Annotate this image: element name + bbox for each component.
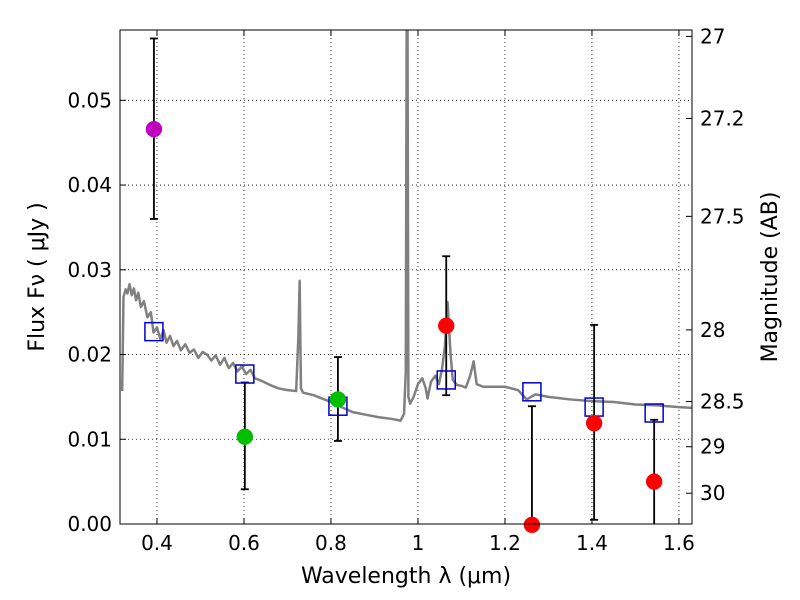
x-tick-label: 0.8 <box>315 531 347 555</box>
y-tick-label: 0.05 <box>67 88 112 112</box>
right-tick-label: 27 <box>700 24 725 48</box>
x-axis-label: Wavelength λ (μm) <box>301 564 511 589</box>
model-photometry-square <box>235 364 255 384</box>
x-tick-label: 1 <box>412 531 425 555</box>
y-tick-label: 0.03 <box>67 258 112 282</box>
observed-point <box>523 516 541 534</box>
x-tick-label: 1.4 <box>576 531 608 555</box>
right-mag-ticks: 27 27.2 27.5 28 28.5 29 30 <box>686 24 745 505</box>
model-photometry-square <box>144 321 164 342</box>
x-tick-label: 0.6 <box>228 531 260 555</box>
markers <box>144 120 664 534</box>
x-tick-label: 1.6 <box>663 531 695 555</box>
x-tick-label: 0.4 <box>141 531 173 555</box>
model-photometry-square <box>644 403 664 423</box>
y-tick-label: 0.01 <box>67 427 112 451</box>
right-tick-label: 30 <box>700 481 725 505</box>
observed-point <box>329 391 347 408</box>
plot-frame <box>119 29 693 525</box>
observed-point <box>145 120 163 138</box>
data-layer <box>120 30 692 422</box>
observed-point <box>585 414 603 432</box>
right-tick-label: 29 <box>700 435 725 459</box>
x-ticks: 0.4 0.6 0.8 1 1.2 1.4 1.6 <box>141 30 695 555</box>
right-tick-label: 27.2 <box>700 106 745 130</box>
right-tick-label: 28 <box>700 318 725 342</box>
y-ticks: 0.00 0.01 0.02 0.03 0.04 0.05 <box>67 88 126 536</box>
right-tick-label: 27.5 <box>700 204 745 228</box>
observed-point <box>236 428 254 445</box>
y-tick-label: 0.00 <box>67 512 112 536</box>
y-tick-label: 0.02 <box>67 343 112 367</box>
right-tick-label: 28.5 <box>700 390 745 414</box>
right-axis-label: Magnitude (AB) <box>758 192 783 363</box>
x-tick-label: 1.2 <box>489 531 521 555</box>
observed-point <box>437 317 455 334</box>
model-photometry-square <box>436 370 456 390</box>
y-axis-label: Flux Fν ( μJy ) <box>25 202 50 351</box>
model-spectrum-line <box>120 30 692 422</box>
observed-point <box>645 473 663 490</box>
model-photometry-square <box>522 382 542 402</box>
y-tick-label: 0.04 <box>67 173 112 197</box>
